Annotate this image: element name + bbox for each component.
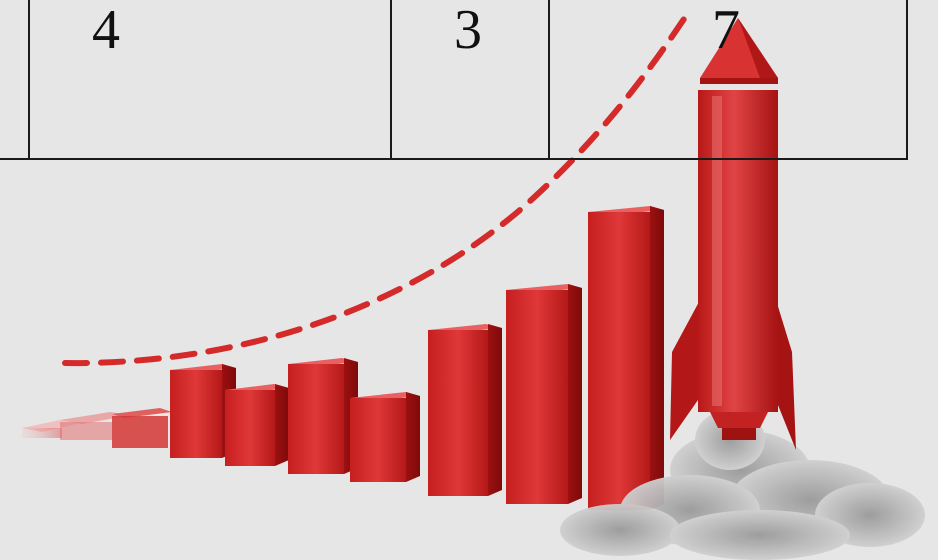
smoke-cloud xyxy=(560,410,925,560)
bar-3 xyxy=(288,358,358,474)
table-cell: 3 xyxy=(390,0,548,158)
faded-base-blocks xyxy=(22,408,172,448)
table-cell-value: 7 xyxy=(712,0,740,61)
bar-5 xyxy=(428,324,502,496)
score-table: 4 3 7 xyxy=(0,0,908,160)
trajectory-dashed-line xyxy=(62,7,693,367)
table-cell: 7 xyxy=(548,0,906,158)
bar-2 xyxy=(225,384,289,466)
rocket xyxy=(670,18,796,450)
bar-4 xyxy=(350,392,420,482)
table-cell-value: 3 xyxy=(454,0,482,61)
table-cell xyxy=(0,0,28,158)
bar-7 xyxy=(588,206,664,510)
table-cell: 4 xyxy=(28,0,390,158)
table-cell-value: 4 xyxy=(92,0,120,61)
bar-chart xyxy=(170,206,664,510)
bar-6 xyxy=(506,284,582,504)
